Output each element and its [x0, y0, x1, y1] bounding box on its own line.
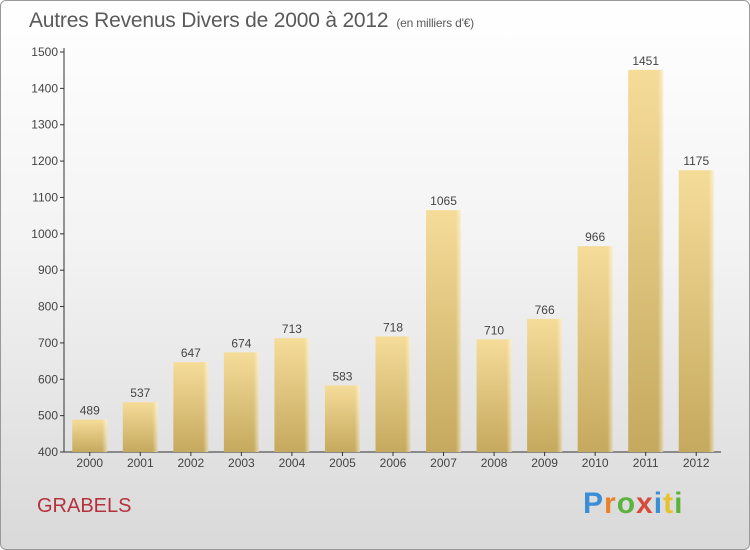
y-tick-label: 1400: [31, 81, 58, 95]
x-tick-label: 2011: [633, 456, 659, 470]
x-tick-label: 2005: [329, 456, 356, 470]
chart-subtitle: (en milliers d'€): [396, 16, 474, 30]
x-tick-label: 2001: [127, 456, 154, 470]
bar-value-label: 766: [535, 303, 555, 317]
bar-highlight: [678, 170, 714, 452]
y-tick-label: 1000: [31, 227, 58, 241]
bar-value-label: 710: [484, 323, 504, 337]
y-tick-label: 800: [38, 300, 58, 314]
x-tick-label: 2012: [683, 456, 710, 470]
bar-highlight: [476, 339, 512, 452]
bar-value-label: 718: [383, 320, 403, 334]
y-tick-label: 700: [38, 336, 58, 350]
bar-value-label: 647: [181, 346, 201, 360]
x-tick-label: 2000: [76, 456, 103, 470]
x-tick-label: 2008: [481, 456, 508, 470]
x-tick-label: 2003: [228, 456, 255, 470]
y-tick-label: 600: [38, 372, 58, 386]
x-tick-label: 2004: [279, 456, 306, 470]
proxiti-logo: Proxiti: [583, 487, 683, 521]
bar-highlight: [223, 352, 259, 452]
y-tick-label: 900: [38, 263, 58, 277]
bar-highlight: [375, 336, 411, 452]
logo-letter: t: [663, 487, 675, 520]
logo-letter: i: [653, 487, 664, 520]
bar-highlight: [426, 210, 462, 452]
bar-value-label: 1451: [632, 54, 659, 68]
bar-highlight: [527, 318, 563, 452]
x-tick-label: 2002: [177, 456, 204, 470]
bar-value-label: 713: [282, 322, 302, 336]
bar-value-label: 583: [332, 369, 352, 383]
chart-title: Autres Revenus Divers de 2000 à 2012 (en …: [29, 9, 474, 33]
bar-highlight: [274, 338, 310, 452]
x-tick-label: 2010: [582, 456, 609, 470]
logo-letter: P: [583, 487, 605, 520]
bar-value-label: 1065: [430, 194, 457, 208]
logo-letter: r: [604, 487, 617, 520]
logo-letter: i: [674, 487, 684, 520]
y-tick-label: 400: [38, 445, 58, 459]
y-tick-label: 1200: [31, 154, 58, 168]
chart-title-text: Autres Revenus Divers de 2000 à 2012: [29, 9, 389, 32]
bar-highlight: [173, 362, 209, 452]
y-tick-label: 1100: [32, 190, 58, 204]
bar-value-label: 537: [130, 386, 150, 400]
bar-highlight: [628, 69, 664, 453]
bar-value-label: 674: [231, 336, 251, 350]
bar-value-label: 966: [585, 230, 605, 244]
x-tick-label: 2009: [531, 456, 558, 470]
logo-letter: x: [636, 487, 654, 520]
y-tick-label: 1500: [31, 45, 58, 59]
bar-value-label: 489: [80, 404, 100, 418]
bar-value-label: 1175: [683, 154, 709, 168]
x-tick-label: 2006: [380, 456, 407, 470]
bar-highlight: [72, 419, 108, 452]
y-tick-label: 500: [38, 409, 58, 423]
bar-highlight: [122, 402, 158, 452]
x-tick-label: 2007: [430, 456, 457, 470]
location-name: GRABELS: [37, 495, 132, 517]
logo-letter: o: [616, 487, 637, 520]
y-tick-label: 1300: [31, 118, 58, 132]
bar-highlight: [324, 385, 360, 452]
bar-highlight: [577, 246, 613, 452]
